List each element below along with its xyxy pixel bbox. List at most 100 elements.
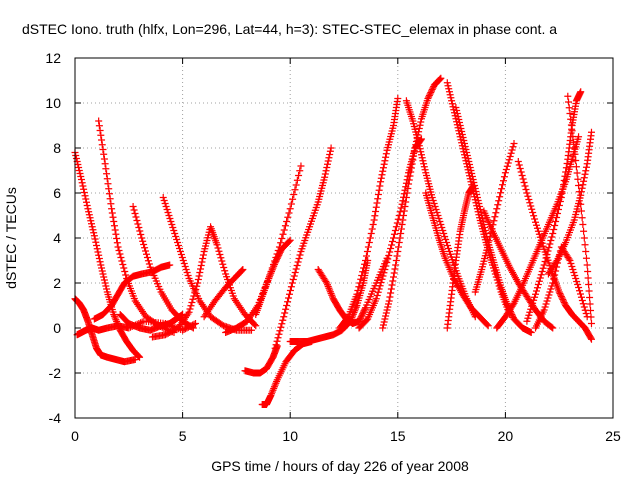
data-point [360,264,368,272]
data-point [490,217,498,225]
data-point [534,281,542,288]
data-point [160,197,168,204]
data-point [323,164,331,171]
data-point [535,230,543,238]
data-point [173,236,181,243]
data-point [396,234,404,242]
data-point [122,271,130,279]
data-point [425,92,433,99]
data-point [357,313,365,321]
data-point [405,180,413,188]
data-point [188,299,196,306]
data-point [560,177,568,184]
y-tick-label: 2 [53,275,61,291]
series-24 [443,182,477,332]
data-point [473,194,481,201]
data-point [444,82,452,90]
series-25 [471,140,518,296]
data-point [537,271,545,279]
data-point [141,244,149,252]
data-point [273,254,281,262]
data-point [521,182,529,190]
data-point [476,203,484,210]
data-point [367,230,375,237]
data-point [402,198,410,206]
data-point [290,191,298,198]
data-point [110,222,118,230]
data-point [552,218,560,225]
data-point [462,146,470,153]
data-point [364,243,372,251]
data-point [465,158,473,165]
data-point [291,269,299,276]
data-point [105,185,113,193]
data-point [284,213,292,221]
data-point [502,166,510,173]
data-point [579,221,587,228]
data-point [82,195,90,203]
data-point [418,154,426,162]
y-tick-label: 0 [53,320,61,336]
data-point [508,311,516,318]
data-point [466,161,474,168]
data-point [525,311,533,319]
data-point [505,156,513,164]
data-point [132,213,140,221]
data-point [355,317,363,325]
data-point [280,313,288,321]
data-point [561,172,569,180]
data-point [570,138,578,146]
data-point [87,220,95,228]
data-point [575,284,583,291]
data-point [99,146,107,153]
data-point [387,245,395,252]
data-point [397,230,405,237]
data-point [87,217,95,225]
data-point [161,200,169,207]
data-point [429,84,437,92]
data-point [582,254,590,262]
data-point [372,203,380,211]
series-17 [336,95,402,332]
data-point [461,143,469,150]
data-point [159,194,167,201]
data-point [380,269,388,277]
data-point [469,176,477,183]
data-point [382,153,390,161]
data-point [238,266,246,274]
data-point [566,110,574,117]
data-point [542,254,550,262]
data-point [354,287,362,294]
data-point [383,306,391,314]
data-point [530,296,538,304]
data-point [547,285,555,293]
data-point [196,269,204,276]
data-point [183,269,191,276]
data-point [395,239,403,246]
data-point [287,283,295,291]
data-point [321,170,329,178]
x-tick-label: 25 [605,428,621,444]
data-point [403,189,411,197]
data-point [119,261,127,268]
data-point [86,214,94,222]
data-point [112,230,120,238]
data-point [321,173,329,181]
data-point [491,213,499,221]
data-point [582,310,590,317]
data-point [504,302,512,309]
data-point [407,164,415,172]
data-point [359,308,367,316]
data-point [469,182,477,190]
data-point [379,164,387,172]
data-point [507,149,515,157]
data-point [379,272,387,280]
data-point [583,313,591,321]
data-point [514,158,522,165]
data-point [482,230,490,237]
data-point [294,258,302,266]
data-point [587,335,595,343]
data-point [356,279,364,287]
data-point [554,259,562,267]
data-point [524,314,532,322]
